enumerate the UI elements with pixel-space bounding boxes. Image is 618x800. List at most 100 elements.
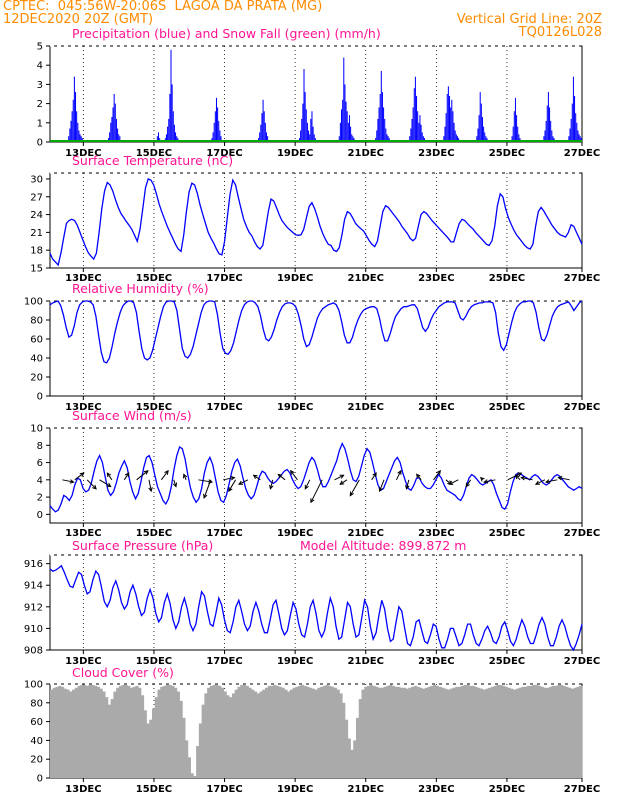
x-tick-label: 19DEC xyxy=(277,784,313,795)
x-tick-label: 15DEC xyxy=(136,273,172,284)
cloud-bar xyxy=(540,686,544,778)
wind-arrow-head xyxy=(416,473,421,479)
wind-arrow xyxy=(558,477,570,481)
cloud-bar xyxy=(69,691,73,778)
cloud-bar xyxy=(546,687,550,778)
wind-arrow-head xyxy=(92,484,97,490)
precip-bar xyxy=(416,95,418,142)
precip-bar xyxy=(511,136,513,142)
precip-bar xyxy=(350,126,352,142)
precip-bar xyxy=(380,70,382,142)
precip-bar xyxy=(478,115,480,142)
precip-bar xyxy=(218,120,220,142)
precip-bar xyxy=(413,88,415,142)
x-tick-label: 21DEC xyxy=(348,273,384,284)
precip-bar xyxy=(410,128,412,142)
y-tick-label: 910 xyxy=(24,624,43,635)
cloud-bar xyxy=(309,687,313,778)
wind-arrow-head xyxy=(514,474,520,480)
cloud-bar xyxy=(121,684,125,778)
y-tick-label: 4 xyxy=(37,475,43,486)
wind-arrow xyxy=(228,479,237,492)
x-tick-label: 19DEC xyxy=(277,656,313,667)
precip-bar xyxy=(311,111,313,142)
precip-bar xyxy=(303,69,305,142)
precip-bar xyxy=(543,136,545,142)
cloud-bar xyxy=(535,684,539,778)
cloud-bar xyxy=(237,686,241,778)
cloud-bar xyxy=(174,687,178,778)
precip-bar xyxy=(453,122,455,142)
cloud-bar xyxy=(85,685,89,778)
precip-bar xyxy=(77,122,79,142)
precip-bar xyxy=(341,109,343,142)
cloud-bar xyxy=(383,686,387,778)
cloud-bar xyxy=(281,687,285,778)
precip-bar xyxy=(568,136,570,142)
cloud-bar xyxy=(474,686,478,778)
precip-bar xyxy=(262,99,264,142)
wind-arrow-head xyxy=(397,469,402,475)
precip-bar xyxy=(485,136,487,142)
y-tick-label: 912 xyxy=(24,602,43,613)
wind-arrow xyxy=(449,479,459,485)
wind-arrow xyxy=(203,479,212,498)
y-tick-label: 24 xyxy=(30,210,43,221)
precip-bar xyxy=(446,94,448,142)
cloud-bar xyxy=(110,699,114,778)
cloud-bar xyxy=(88,684,92,778)
cloud-bar xyxy=(532,684,536,778)
cloud-bar xyxy=(573,687,577,778)
cloud-bar xyxy=(576,686,580,778)
cloud-bar xyxy=(154,697,158,778)
cloud-bar xyxy=(397,686,401,778)
panel-title: Relative Humidity (%) xyxy=(72,281,209,296)
wind-arrow xyxy=(507,472,522,481)
precip-bar xyxy=(545,120,547,142)
cloud-bar xyxy=(287,691,291,778)
precip-bar xyxy=(417,111,419,142)
cloud-bar xyxy=(513,689,517,778)
y-tick-label: 60 xyxy=(30,335,43,346)
x-tick-label: 23DEC xyxy=(418,528,454,539)
cloud-bar xyxy=(320,686,324,778)
precip-bar xyxy=(409,136,411,142)
x-tick-label: 21DEC xyxy=(348,402,384,413)
cloud-bar xyxy=(336,689,340,778)
x-tick-label: 23DEC xyxy=(418,273,454,284)
cloud-bar xyxy=(339,693,343,778)
cloud-bar xyxy=(256,693,260,778)
wind-arrow-head xyxy=(228,487,233,493)
x-tick-label: 15DEC xyxy=(136,784,172,795)
x-tick-label: 27DEC xyxy=(564,656,600,667)
cloud-bar xyxy=(253,691,258,778)
precip-bar xyxy=(443,136,445,142)
cloud-bar xyxy=(565,686,569,778)
precip-bar xyxy=(73,76,75,142)
cloud-bar xyxy=(405,688,409,778)
wind-arrow xyxy=(269,479,274,489)
precip-bar xyxy=(300,130,302,142)
cloud-bar xyxy=(127,685,131,778)
precip-bar xyxy=(546,105,548,142)
cloud-bar xyxy=(504,686,508,778)
y-tick-label: 1 xyxy=(37,118,43,129)
cloud-bar xyxy=(182,717,186,778)
precip-bar xyxy=(454,130,456,142)
cloud-bar xyxy=(424,687,429,778)
y-tick-label: 8 xyxy=(37,441,43,452)
series-line xyxy=(49,178,583,267)
wind-arrow-head xyxy=(436,469,441,475)
y-tick-label: 10 xyxy=(30,424,43,435)
cloud-bar xyxy=(358,699,362,778)
y-tick-label: 2 xyxy=(37,493,43,504)
precip-bar xyxy=(305,109,307,142)
y-tick-label: 40 xyxy=(30,736,43,747)
wind-arrow xyxy=(304,479,311,490)
cloud-bar xyxy=(190,773,194,778)
precip-bar xyxy=(212,132,214,142)
cloud-bar xyxy=(267,685,271,778)
precip-bar xyxy=(112,107,114,142)
cloud-bar xyxy=(74,687,78,778)
